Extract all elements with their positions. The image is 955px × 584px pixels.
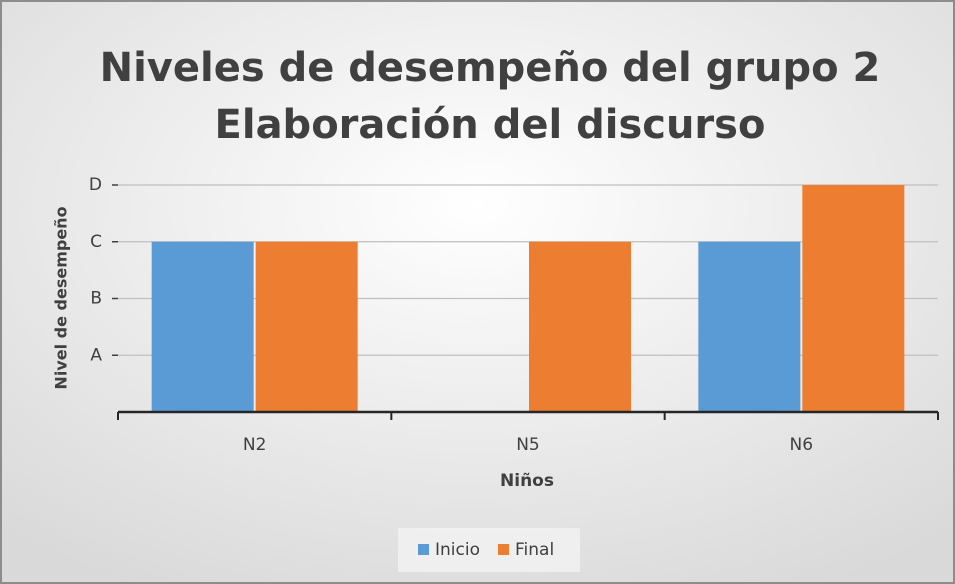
bar xyxy=(698,241,801,412)
chart-subtitle: Elaboración del discurso xyxy=(215,102,766,148)
bar xyxy=(529,241,631,412)
x-axis-title: Niños xyxy=(500,471,554,491)
x-tick-label: N5 xyxy=(516,435,540,455)
y-tick-label: B xyxy=(90,289,102,309)
y-tick-label: A xyxy=(90,345,102,365)
legend-label: Final xyxy=(515,540,554,560)
y-tick-label: C xyxy=(90,232,102,252)
legend-swatch xyxy=(418,544,429,555)
bar xyxy=(802,185,905,412)
x-tick-label: N6 xyxy=(790,435,814,455)
x-tick-label: N2 xyxy=(243,435,267,455)
legend-swatch xyxy=(497,544,509,555)
y-tick-label: D xyxy=(89,175,102,195)
chart-title: Niveles de desempeño del grupo 2 xyxy=(100,45,881,91)
bar xyxy=(151,241,254,412)
bar xyxy=(255,241,358,412)
y-axis-title: Nivel de desempeño xyxy=(52,206,71,389)
legend-label: Inicio xyxy=(435,540,480,560)
